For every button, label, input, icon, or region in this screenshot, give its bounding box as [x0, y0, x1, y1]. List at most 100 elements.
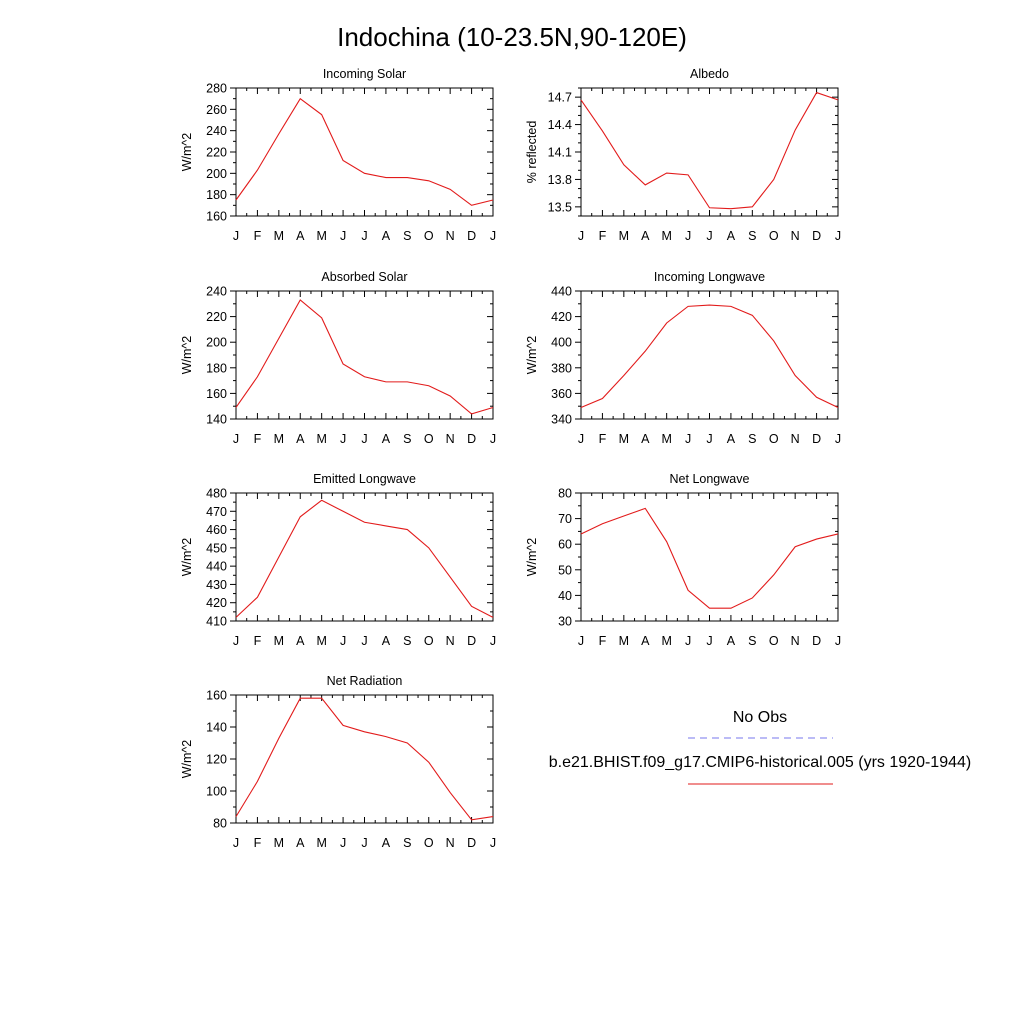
x-tick-label: S	[748, 634, 756, 648]
chart-title: Incoming Longwave	[654, 270, 765, 284]
x-tick-label: J	[706, 229, 712, 243]
x-tick-label: J	[361, 229, 367, 243]
y-tick-label: 410	[206, 615, 227, 629]
x-tick-label: J	[233, 432, 239, 446]
x-tick-label: A	[727, 432, 736, 446]
x-tick-label: S	[403, 634, 411, 648]
x-tick-label: M	[274, 634, 284, 648]
y-tick-label: 30	[558, 615, 572, 629]
x-tick-label: O	[424, 432, 434, 446]
x-tick-label: J	[361, 432, 367, 446]
legend-label-obs: No Obs	[733, 709, 787, 726]
x-tick-label: S	[403, 836, 411, 850]
x-tick-label: J	[490, 229, 496, 243]
x-tick-label: D	[467, 836, 476, 850]
x-tick-label: M	[316, 432, 326, 446]
x-tick-label: J	[340, 634, 346, 648]
x-tick-label: A	[296, 432, 305, 446]
x-tick-label: O	[424, 634, 434, 648]
plot-frame	[580, 87, 839, 217]
x-tick-label: M	[316, 836, 326, 850]
y-tick-label: 480	[206, 487, 227, 501]
y-tick-label: 70	[558, 512, 572, 526]
y-tick-label: 400	[551, 336, 572, 350]
x-tick-label: J	[490, 836, 496, 850]
x-tick-label: M	[316, 229, 326, 243]
plot-frame	[235, 492, 494, 622]
x-tick-label: J	[340, 432, 346, 446]
x-tick-label: M	[274, 836, 284, 850]
x-tick-label: J	[490, 432, 496, 446]
y-axis-label: W/m^2	[180, 740, 194, 779]
chart-title: Net Radiation	[327, 674, 403, 688]
x-tick-label: F	[254, 634, 262, 648]
x-tick-label: J	[706, 432, 712, 446]
x-tick-label: A	[296, 836, 305, 850]
x-tick-label: A	[382, 229, 391, 243]
x-tick-label: J	[835, 229, 841, 243]
series-line-model	[235, 499, 494, 618]
chart-title: Net Longwave	[670, 472, 750, 486]
x-tick-label: S	[403, 229, 411, 243]
x-tick-label: N	[446, 634, 455, 648]
y-axis-label: W/m^2	[525, 336, 539, 375]
y-tick-label: 460	[206, 523, 227, 537]
y-tick-label: 13.8	[548, 173, 572, 187]
y-axis-label: W/m^2	[180, 133, 194, 172]
x-tick-label: A	[296, 229, 305, 243]
x-tick-label: M	[619, 634, 629, 648]
x-tick-label: D	[467, 229, 476, 243]
plot-frame	[580, 492, 839, 622]
y-tick-label: 160	[206, 689, 227, 703]
x-tick-label: D	[812, 229, 821, 243]
y-tick-label: 14.7	[548, 91, 572, 105]
x-tick-label: J	[233, 229, 239, 243]
x-tick-label: J	[233, 634, 239, 648]
y-tick-label: 440	[551, 285, 572, 299]
x-tick-label: N	[446, 229, 455, 243]
x-tick-label: A	[382, 432, 391, 446]
y-axis-label: W/m^2	[180, 336, 194, 375]
x-tick-label: S	[748, 432, 756, 446]
series-line-model	[235, 97, 494, 206]
x-tick-label: J	[361, 634, 367, 648]
y-tick-label: 80	[213, 817, 227, 831]
y-tick-label: 200	[206, 167, 227, 181]
y-axis-label: W/m^2	[180, 538, 194, 577]
series-line-model	[580, 91, 839, 210]
x-tick-label: J	[578, 634, 584, 648]
y-tick-label: 470	[206, 505, 227, 519]
series-line-model	[235, 299, 494, 415]
y-tick-label: 140	[206, 413, 227, 427]
y-tick-label: 40	[558, 589, 572, 603]
x-tick-label: J	[706, 634, 712, 648]
x-tick-label: O	[424, 229, 434, 243]
x-tick-label: A	[727, 634, 736, 648]
x-tick-label: O	[769, 634, 779, 648]
x-tick-label: A	[296, 634, 305, 648]
y-tick-label: 14.4	[548, 118, 572, 132]
y-tick-label: 140	[206, 721, 227, 735]
x-tick-label: J	[233, 836, 239, 850]
y-tick-label: 80	[558, 487, 572, 501]
y-tick-label: 220	[206, 310, 227, 324]
y-tick-label: 430	[206, 578, 227, 592]
x-tick-label: F	[599, 229, 607, 243]
y-tick-label: 180	[206, 361, 227, 375]
x-tick-label: O	[769, 229, 779, 243]
x-tick-label: A	[641, 229, 650, 243]
x-tick-label: J	[578, 229, 584, 243]
x-tick-label: J	[835, 432, 841, 446]
x-tick-label: M	[274, 229, 284, 243]
chart-title: Absorbed Solar	[321, 270, 407, 284]
y-tick-label: 160	[206, 387, 227, 401]
x-tick-label: A	[727, 229, 736, 243]
y-tick-label: 260	[206, 103, 227, 117]
y-tick-label: 180	[206, 188, 227, 202]
